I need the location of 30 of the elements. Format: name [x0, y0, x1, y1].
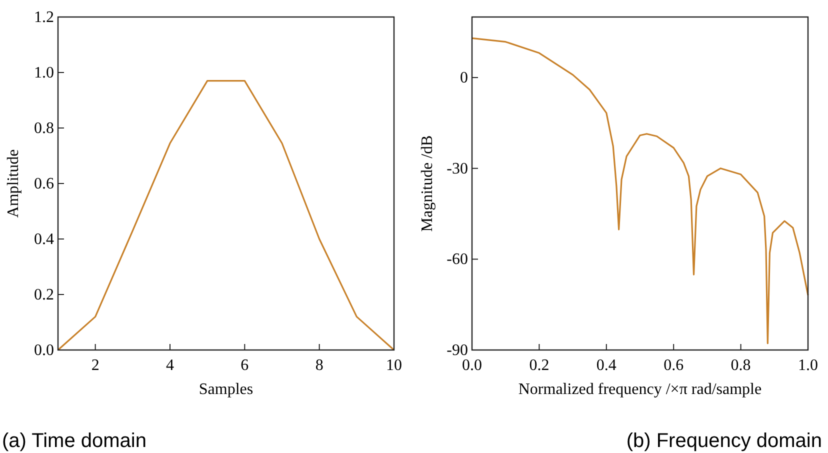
x-tick-label: 0.4 — [596, 357, 616, 374]
y-tick-label: -90 — [446, 342, 468, 359]
y-tick-label: 0.4 — [34, 231, 54, 248]
x-tick-label: 0.8 — [730, 357, 751, 374]
y-tick-label: 0.2 — [34, 286, 54, 304]
line-series — [471, 37, 809, 344]
y-tick-label: 0.6 — [34, 176, 54, 192]
x-axis-title: Normalized frequency /×π rad/sample — [518, 381, 762, 398]
x-tick-label: 6 — [240, 357, 249, 374]
y-tick-label: -60 — [446, 251, 468, 268]
x-tick-label: 8 — [315, 357, 324, 374]
y-tick-label: 0.8 — [34, 120, 54, 137]
y-tick-label: -30 — [446, 160, 468, 178]
y-tick-label: 1.2 — [34, 9, 54, 26]
x-tick-label: 0.0 — [462, 357, 482, 374]
x-tick-label: 10 — [386, 357, 402, 374]
y-axis-title: Magnitude /dB — [419, 135, 436, 232]
y-axis-title: Amplitude — [5, 149, 22, 218]
y-tick-label: 0.0 — [34, 342, 54, 359]
x-tick-label: 1.0 — [798, 357, 818, 374]
x-tick-label: 4 — [166, 357, 174, 374]
y-tick-label: 0 — [460, 70, 468, 87]
line-series — [57, 80, 395, 351]
x-tick-label: 0.6 — [664, 357, 684, 374]
text: (a) Time domain — [2, 430, 146, 452]
x-tick-label: 2 — [91, 357, 100, 374]
x-axis-title: Samples — [198, 381, 254, 398]
x-tick-label: 0.2 — [529, 357, 550, 374]
text: (b) Frequency domain — [626, 430, 822, 452]
y-tick-label: 1.0 — [34, 64, 54, 82]
